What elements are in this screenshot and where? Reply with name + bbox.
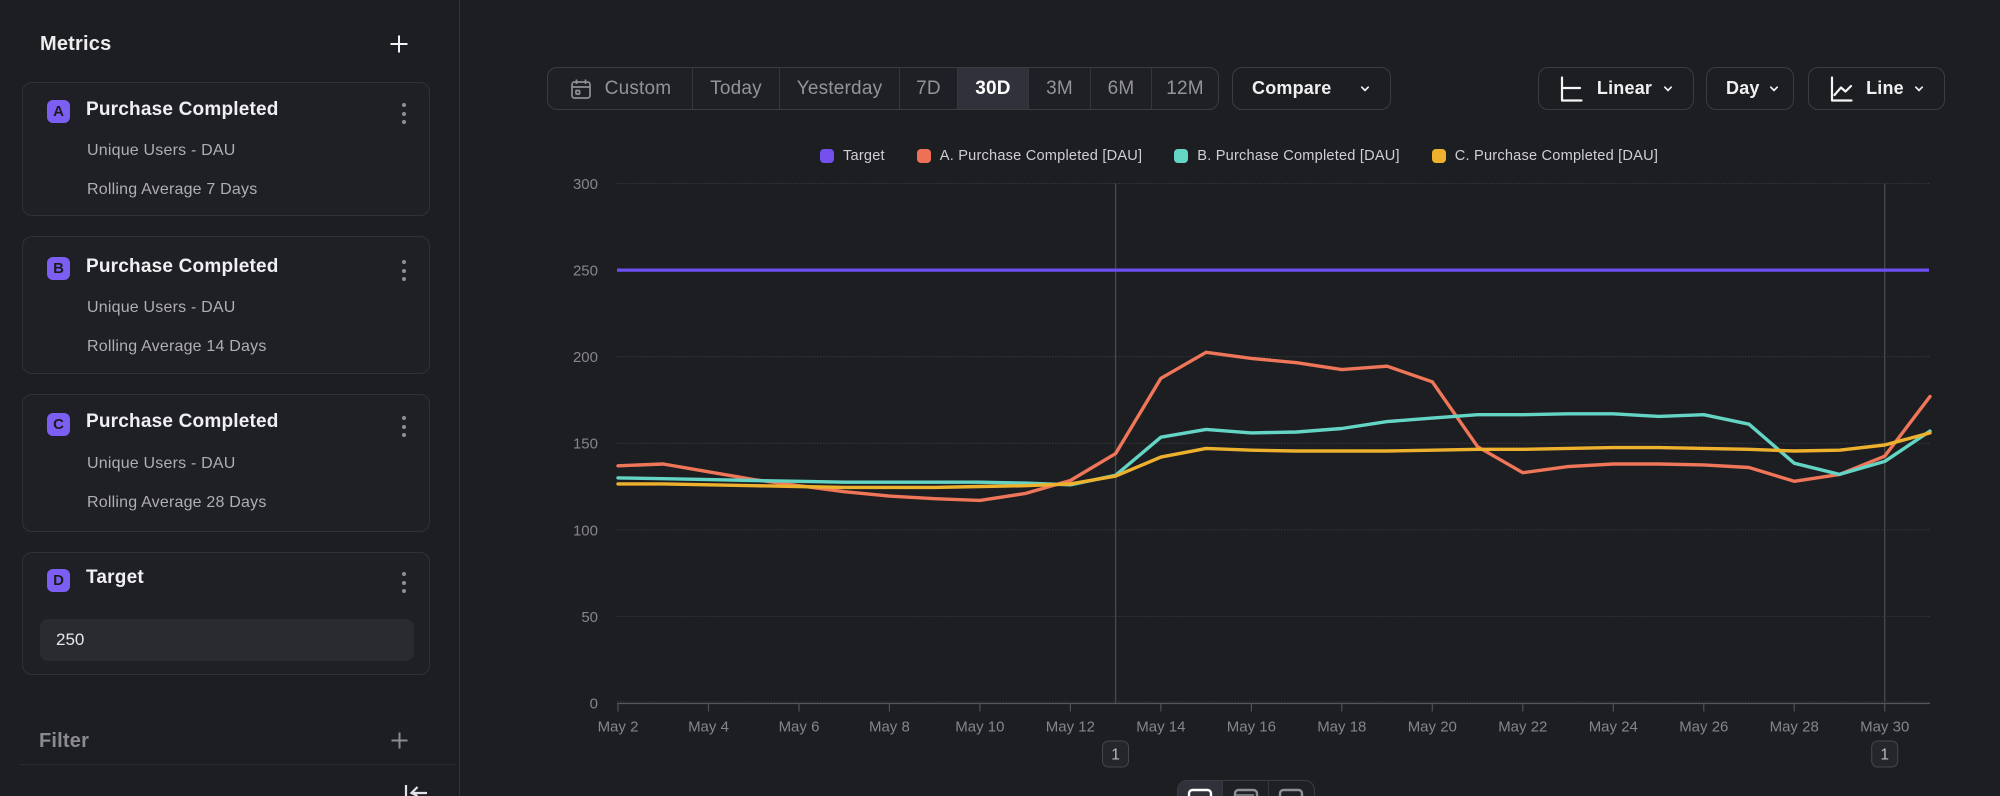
svg-text:May 16: May 16: [1227, 719, 1276, 736]
svg-text:May 30: May 30: [1860, 719, 1909, 736]
svg-text:May 4: May 4: [688, 719, 729, 736]
svg-text:May 12: May 12: [1046, 719, 1095, 736]
svg-text:May 2: May 2: [598, 719, 639, 736]
svg-text:50: 50: [581, 609, 598, 626]
svg-text:250: 250: [573, 263, 598, 280]
svg-text:May 22: May 22: [1498, 719, 1547, 736]
svg-text:May 6: May 6: [779, 719, 820, 736]
svg-text:0: 0: [590, 696, 598, 713]
svg-text:May 24: May 24: [1589, 719, 1638, 736]
svg-text:May 14: May 14: [1136, 719, 1185, 736]
svg-text:1: 1: [1880, 747, 1889, 764]
svg-text:May 26: May 26: [1679, 719, 1728, 736]
svg-text:150: 150: [573, 436, 598, 453]
svg-text:1: 1: [1111, 747, 1120, 764]
svg-text:200: 200: [573, 349, 598, 366]
svg-text:May 18: May 18: [1317, 719, 1366, 736]
svg-text:100: 100: [573, 522, 598, 539]
svg-text:May 28: May 28: [1770, 719, 1819, 736]
svg-text:300: 300: [573, 176, 598, 193]
svg-text:May 20: May 20: [1408, 719, 1457, 736]
svg-text:May 8: May 8: [869, 719, 910, 736]
svg-text:May 10: May 10: [955, 719, 1004, 736]
